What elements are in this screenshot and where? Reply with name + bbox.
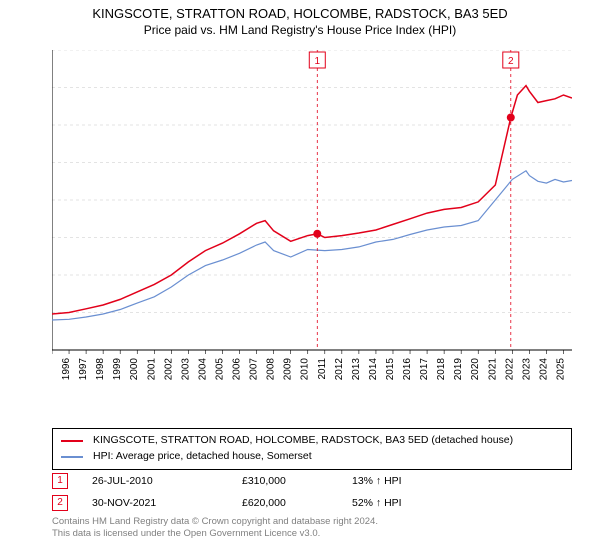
svg-text:2003: 2003 xyxy=(180,358,191,381)
svg-text:2016: 2016 xyxy=(402,358,413,381)
svg-text:2019: 2019 xyxy=(453,358,464,381)
legend-label-property: KINGSCOTE, STRATTON ROAD, HOLCOMBE, RADS… xyxy=(93,433,513,449)
marker-badge-2: 2 xyxy=(52,495,68,511)
svg-text:2007: 2007 xyxy=(249,358,260,381)
svg-text:2024: 2024 xyxy=(538,358,549,381)
svg-text:2006: 2006 xyxy=(232,358,243,381)
svg-text:2005: 2005 xyxy=(214,358,225,381)
svg-text:2020: 2020 xyxy=(470,358,481,381)
chart-page: KINGSCOTE, STRATTON ROAD, HOLCOMBE, RADS… xyxy=(0,0,600,560)
line-chart: £0£100K£200K£300K£400K£500K£600K£700K£80… xyxy=(52,50,572,396)
svg-text:2014: 2014 xyxy=(368,358,379,381)
marker-price-2: £620,000 xyxy=(242,497,352,509)
svg-text:2010: 2010 xyxy=(300,358,311,381)
chart-area: £0£100K£200K£300K£400K£500K£600K£700K£80… xyxy=(52,50,572,396)
footer-line-2: This data is licensed under the Open Gov… xyxy=(52,528,572,540)
svg-text:2000: 2000 xyxy=(129,358,140,381)
marker-row-1: 1 26-JUL-2010 £310,000 13% ↑ HPI xyxy=(52,470,572,492)
svg-text:2: 2 xyxy=(508,56,514,67)
legend-row-hpi: HPI: Average price, detached house, Some… xyxy=(61,449,563,465)
page-title: KINGSCOTE, STRATTON ROAD, HOLCOMBE, RADS… xyxy=(0,6,600,21)
legend: KINGSCOTE, STRATTON ROAD, HOLCOMBE, RADS… xyxy=(52,428,572,470)
marker-row-2: 2 30-NOV-2021 £620,000 52% ↑ HPI xyxy=(52,492,572,514)
page-subtitle: Price paid vs. HM Land Registry's House … xyxy=(0,23,600,37)
svg-text:2023: 2023 xyxy=(521,358,532,381)
svg-text:2008: 2008 xyxy=(266,358,277,381)
svg-text:1999: 1999 xyxy=(112,358,123,381)
marker-date-1: 26-JUL-2010 xyxy=(92,475,242,487)
marker-badge-1: 1 xyxy=(52,473,68,489)
footer: Contains HM Land Registry data © Crown c… xyxy=(52,516,572,541)
marker-price-1: £310,000 xyxy=(242,475,352,487)
svg-text:2017: 2017 xyxy=(419,358,430,381)
svg-text:2025: 2025 xyxy=(555,358,566,381)
svg-text:2018: 2018 xyxy=(436,358,447,381)
svg-text:2009: 2009 xyxy=(283,358,294,381)
legend-label-hpi: HPI: Average price, detached house, Some… xyxy=(93,449,312,465)
svg-text:2004: 2004 xyxy=(197,358,208,381)
svg-text:2022: 2022 xyxy=(504,358,515,381)
svg-text:2011: 2011 xyxy=(317,358,328,380)
svg-text:2002: 2002 xyxy=(163,358,174,381)
svg-text:2012: 2012 xyxy=(334,358,345,381)
svg-text:2001: 2001 xyxy=(146,358,157,381)
legend-swatch-hpi xyxy=(61,456,83,458)
legend-row-property: KINGSCOTE, STRATTON ROAD, HOLCOMBE, RADS… xyxy=(61,433,563,449)
marker-pct-2: 52% ↑ HPI xyxy=(352,497,472,509)
svg-text:1: 1 xyxy=(315,56,321,67)
marker-date-2: 30-NOV-2021 xyxy=(92,497,242,509)
svg-text:1995: 1995 xyxy=(52,358,55,381)
footer-line-1: Contains HM Land Registry data © Crown c… xyxy=(52,516,572,528)
legend-swatch-property xyxy=(61,440,83,442)
title-block: KINGSCOTE, STRATTON ROAD, HOLCOMBE, RADS… xyxy=(0,0,600,37)
marker-pct-1: 13% ↑ HPI xyxy=(352,475,472,487)
svg-text:2013: 2013 xyxy=(351,358,362,381)
svg-text:1998: 1998 xyxy=(95,358,106,381)
svg-text:1997: 1997 xyxy=(78,358,89,381)
marker-table: 1 26-JUL-2010 £310,000 13% ↑ HPI 2 30-NO… xyxy=(52,470,572,514)
svg-text:2015: 2015 xyxy=(385,358,396,381)
svg-text:2021: 2021 xyxy=(487,358,498,381)
svg-text:1996: 1996 xyxy=(61,358,72,381)
